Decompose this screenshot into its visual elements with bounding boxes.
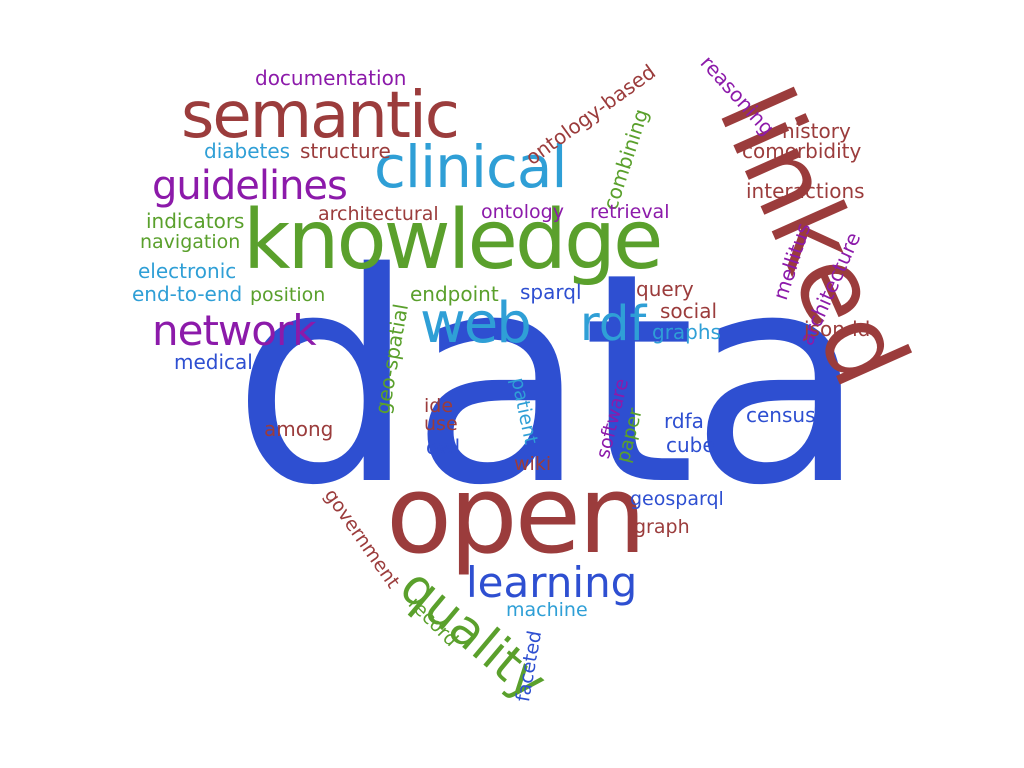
word-structure: structure [300, 139, 391, 163]
word-web: web [420, 291, 532, 356]
word-owl: owl [426, 435, 461, 459]
word-machine: machine [506, 599, 588, 621]
word-interactions: interactions [746, 179, 865, 203]
word-among: among [264, 417, 334, 441]
word-social: social [660, 299, 718, 323]
word-rdfa: rdfa [664, 409, 704, 433]
word-position: position [250, 284, 326, 306]
word-graph: graph [634, 516, 690, 538]
word-semantic: semantic [181, 79, 460, 153]
word-medical: medical [174, 350, 253, 374]
word-navigation: navigation [140, 231, 241, 253]
word-ontology: ontology [481, 201, 564, 223]
word-clinical: clinical [374, 133, 568, 201]
word-knowledge: knowledge [243, 193, 663, 288]
word-geosparql: geosparql [630, 488, 724, 510]
word-endpoint: endpoint [410, 282, 499, 306]
word-open: open [386, 453, 647, 578]
word-sparql: sparql [520, 280, 582, 304]
word-cube: cube [666, 433, 715, 457]
word-json-ld: json-ld [804, 317, 871, 341]
word-comorbidity: comorbidity [742, 139, 862, 163]
word-data: data [232, 212, 867, 549]
word-guidelines: guidelines [152, 163, 348, 209]
word-architectural: architectural [318, 203, 439, 225]
word-ide: ide [424, 395, 454, 417]
word-wiki: wiki [514, 453, 552, 475]
word-learning: learning [466, 558, 638, 607]
word-census: census [746, 403, 816, 427]
word-history: history [782, 119, 851, 143]
word-diabetes: diabetes [204, 139, 291, 163]
word-retrieval: retrieval [590, 201, 670, 223]
word-indicators: indicators [146, 209, 245, 233]
word-electronic: electronic [138, 259, 237, 283]
word-graphs: graphs [652, 320, 721, 344]
word-end-to-end: end-to-end [132, 282, 243, 306]
word-rdf: rdf [580, 296, 647, 352]
word-query: query [636, 277, 694, 301]
word-documentation: documentation [255, 66, 407, 90]
word-use: use [424, 413, 458, 435]
word-network: network [152, 306, 317, 355]
